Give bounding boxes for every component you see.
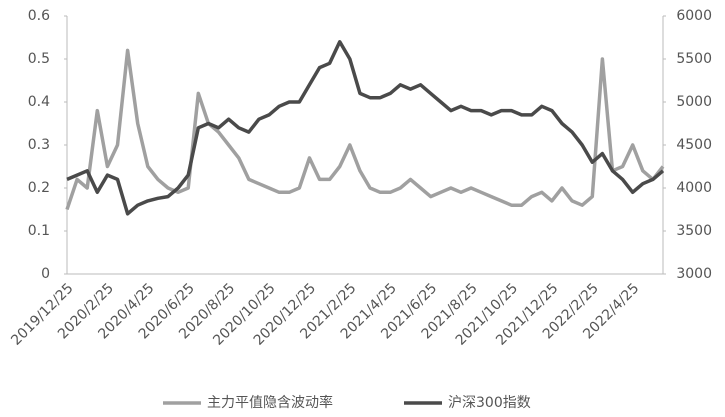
y-tick-label: 0.3 [28, 137, 50, 153]
y2-tick-label: 3000 [676, 266, 712, 282]
legend-label: 主力平值隐含波动率 [207, 394, 333, 411]
y-tick-label: 0 [41, 266, 50, 282]
y2-tick-label: 5500 [676, 51, 712, 67]
y2-tick-label: 5000 [676, 94, 712, 110]
y-tick-label: 0.4 [28, 94, 50, 110]
legend-label: 沪深300指数 [448, 395, 531, 411]
y2-tick-label: 6000 [676, 8, 712, 24]
series-line [66, 40, 665, 216]
y2-tick-label: 3500 [676, 223, 712, 239]
y2-tick-label: 4000 [676, 180, 712, 196]
y-tick-label: 0.6 [28, 8, 50, 24]
y-tick-label: 0.1 [28, 223, 50, 239]
y-tick-label: 0.5 [28, 51, 50, 67]
y2-tick-label: 4500 [676, 137, 712, 153]
y-tick-label: 0.2 [28, 180, 50, 196]
series-line [65, 48, 665, 211]
